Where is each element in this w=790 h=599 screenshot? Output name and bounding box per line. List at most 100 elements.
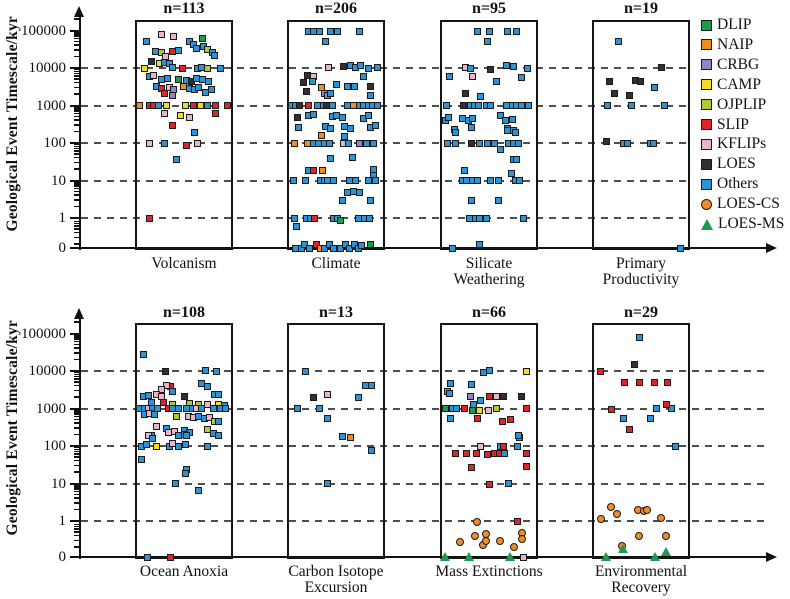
- data-point: [205, 78, 213, 86]
- data-point: [513, 28, 521, 36]
- minor-tick: [74, 422, 79, 424]
- data-point: [601, 552, 612, 561]
- data-point: [290, 177, 298, 184]
- minor-tick: [74, 343, 79, 346]
- gridline: [81, 217, 690, 219]
- legend-item-dlip: DLIP: [701, 16, 751, 34]
- minor-tick: [74, 336, 79, 338]
- data-point: [204, 425, 212, 433]
- gridline: [81, 67, 690, 69]
- data-point: [523, 462, 531, 470]
- data-point: [347, 433, 355, 441]
- data-point: [494, 177, 502, 184]
- data-point: [445, 390, 453, 398]
- minor-tick: [74, 145, 79, 148]
- data-point: [368, 447, 376, 455]
- legend-item-label: LOES-CS: [717, 195, 780, 213]
- data-point: [620, 415, 628, 423]
- data-point: [474, 27, 482, 35]
- data-point: [315, 28, 323, 36]
- data-point: [293, 113, 301, 121]
- others-square-icon: [701, 178, 712, 190]
- data-point: [313, 240, 321, 248]
- data-point: [146, 139, 154, 147]
- data-point: [468, 139, 476, 147]
- minor-tick: [74, 231, 79, 234]
- data-point: [463, 552, 474, 561]
- minor-tick: [74, 413, 79, 415]
- minor-tick: [74, 456, 79, 458]
- major-tick: [70, 556, 79, 558]
- data-point: [635, 378, 643, 386]
- y-tick-label: 1000: [36, 97, 66, 114]
- data-point: [158, 385, 166, 393]
- data-point: [174, 76, 182, 84]
- data-point: [628, 102, 636, 109]
- data-point: [303, 87, 311, 95]
- data-point: [472, 450, 480, 458]
- data-point: [505, 552, 516, 561]
- legend-item-camp: CAMP: [701, 76, 761, 94]
- data-point: [189, 102, 197, 109]
- data-point: [497, 145, 505, 153]
- data-point: [297, 244, 305, 252]
- minor-tick: [74, 497, 79, 499]
- x-axis: [79, 247, 767, 249]
- minor-tick: [74, 502, 79, 504]
- data-point: [671, 442, 679, 450]
- panel-category-label: Carbon Isotope Excursion: [288, 563, 384, 596]
- data-point: [439, 552, 450, 561]
- data-point: [500, 392, 508, 400]
- data-point: [462, 449, 470, 457]
- minor-tick: [74, 334, 79, 336]
- data-point: [523, 367, 531, 375]
- data-point: [486, 366, 494, 374]
- data-point: [174, 442, 182, 450]
- data-point: [345, 139, 353, 147]
- data-point: [311, 214, 319, 222]
- data-point: [362, 139, 370, 147]
- y-axis: [79, 317, 81, 559]
- minor-tick: [74, 358, 79, 361]
- minor-tick: [74, 453, 79, 455]
- minor-tick: [74, 205, 79, 208]
- minor-tick: [74, 147, 79, 150]
- data-point: [452, 139, 460, 147]
- data-point: [504, 480, 512, 487]
- minor-tick: [74, 75, 79, 77]
- data-point: [329, 244, 337, 252]
- y-axis-arrow-icon: [74, 6, 84, 17]
- data-point: [304, 102, 312, 109]
- data-point: [169, 63, 177, 71]
- data-point: [651, 84, 659, 92]
- data-point: [355, 189, 363, 197]
- naip-square-icon: [701, 39, 712, 51]
- data-point: [500, 442, 508, 450]
- data-point: [305, 244, 313, 252]
- gridline: [81, 179, 690, 182]
- data-point: [653, 405, 661, 412]
- data-point: [214, 390, 222, 398]
- data-point: [294, 123, 302, 131]
- camp-square-icon: [701, 79, 712, 91]
- minor-tick: [74, 72, 79, 75]
- minor-tick: [74, 168, 79, 170]
- data-point: [148, 57, 156, 65]
- minor-tick: [74, 433, 79, 436]
- data-point: [166, 553, 174, 561]
- data-point: [173, 155, 181, 163]
- data-point: [152, 442, 160, 450]
- data-point: [487, 65, 495, 73]
- data-point: [520, 553, 528, 561]
- legend-item-label: LOES: [717, 155, 756, 173]
- data-point: [160, 398, 168, 406]
- major-tick: [70, 482, 79, 485]
- data-point: [476, 407, 484, 415]
- data-point: [517, 73, 525, 81]
- data-point: [338, 113, 346, 121]
- data-point: [661, 531, 670, 540]
- minor-tick: [74, 18, 79, 20]
- data-point: [623, 139, 631, 147]
- major-tick: [70, 179, 79, 182]
- minor-tick: [74, 161, 79, 164]
